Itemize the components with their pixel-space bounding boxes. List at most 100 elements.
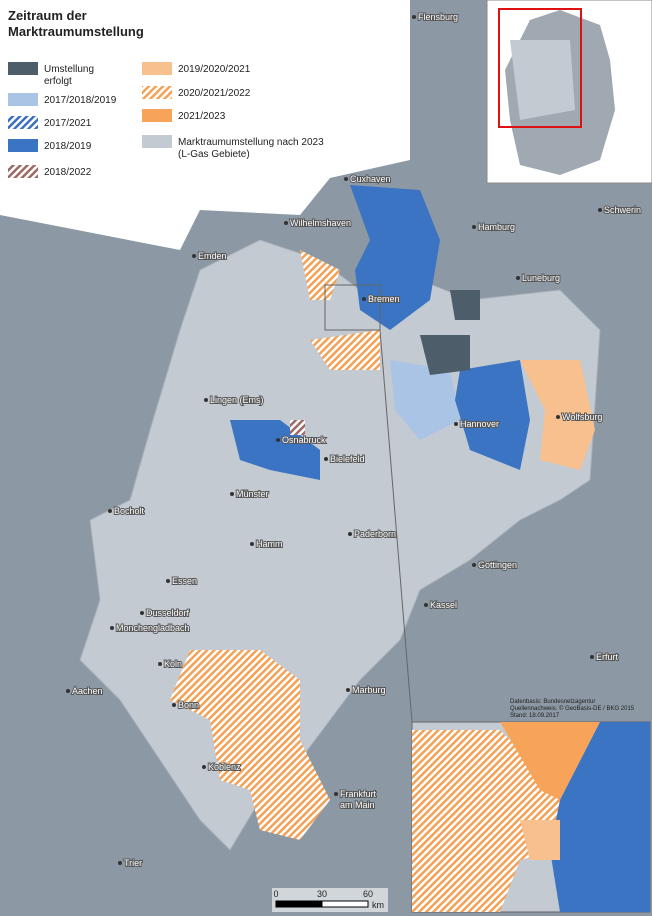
city-label: Wolfsburg (562, 412, 602, 422)
city-dot (140, 611, 144, 615)
city-dot (362, 297, 366, 301)
city-dot (202, 765, 206, 769)
city-dot (472, 225, 476, 229)
city-dot (158, 662, 162, 666)
legend-title: Zeitraum der (8, 8, 87, 23)
legend-swatch (8, 116, 38, 129)
city-label: Wilhelmshaven (290, 218, 351, 228)
legend-swatch (8, 93, 38, 106)
source-line: Stand: 18.09.2017 (510, 713, 560, 719)
city-dot (334, 792, 338, 796)
city-dot (348, 532, 352, 536)
city-dot (424, 603, 428, 607)
city-label: Bremen (368, 294, 400, 304)
city-label: Bocholt (114, 506, 145, 516)
legend-label: 2018/2019 (44, 141, 92, 152)
legend-label: (L-Gas Gebiete) (178, 149, 250, 160)
overview-inset (486, 0, 652, 184)
scale-label: 60 (363, 889, 373, 899)
city-dot (346, 688, 350, 692)
city-dot (118, 861, 122, 865)
legend-swatch (142, 62, 172, 75)
city-dot (472, 563, 476, 567)
source-line: Datenbasis: Bundesnetzagentur (510, 699, 595, 705)
scale-bg (272, 888, 388, 912)
city-labels: Flensburg Cuxhaven Wilhelmshaven Hamburg Sch… (66, 11, 642, 869)
city-label: Paderborn (354, 529, 396, 539)
city-dot (284, 221, 288, 225)
scale-segment (275, 900, 323, 908)
legend-label: Umstellung (44, 64, 94, 75)
city-dot (110, 626, 114, 630)
city-label: Lingen (Ems) (210, 395, 264, 405)
city-dot (192, 254, 196, 258)
city-dot (66, 689, 70, 693)
city-label: Monchengladbach (116, 623, 190, 633)
city-dot (250, 542, 254, 546)
city-dot (412, 15, 416, 19)
city-label: Hamburg (478, 222, 515, 232)
city-label: Luneburg (522, 273, 560, 283)
city-label: Erfurt (596, 652, 619, 662)
legend-swatch (142, 86, 172, 99)
legend-label: 2020/2021/2022 (178, 88, 251, 99)
city-label: Bonn (178, 700, 199, 710)
scale-label: 30 (317, 889, 327, 899)
city-label: Koln (164, 659, 182, 669)
legend-label: 2019/2020/2021 (178, 64, 251, 75)
legend-swatch (8, 62, 38, 75)
city-label: Münster (236, 489, 269, 499)
scale-segment (321, 900, 369, 908)
legend-swatch (142, 109, 172, 122)
city-dot (166, 579, 170, 583)
legend-label: 2021/2023 (178, 111, 226, 122)
city-dot (516, 276, 520, 280)
city-label: Schwerin (604, 205, 641, 215)
city-dot (172, 703, 176, 707)
city-label: Kassel (430, 600, 457, 610)
city-dot (556, 415, 560, 419)
scale-label: 0 (273, 889, 278, 899)
source-note: Datenbasis: BundesnetzagenturQuellennach… (510, 699, 635, 719)
city-label: Osnabruck (282, 435, 326, 445)
city-label: Trier (124, 858, 142, 868)
city-label: am Main (340, 800, 375, 810)
city-label: Gottingen (478, 560, 517, 570)
city-label: Koblenz (208, 762, 241, 772)
city-dot (454, 422, 458, 426)
city-dot (204, 398, 208, 402)
legend-swatch (8, 165, 38, 178)
city-label: Emden (198, 251, 227, 261)
legend-swatch (142, 135, 172, 148)
city-label: Dusseldorf (146, 608, 190, 618)
city-label: Marburg (352, 685, 386, 695)
city-dot (230, 492, 234, 496)
city-dot (108, 509, 112, 513)
legend-label: 2017/2018/2019 (44, 95, 117, 106)
legend-label: 2017/2021 (44, 118, 92, 129)
legend-label: 2018/2022 (44, 167, 92, 178)
city-dot (598, 208, 602, 212)
city-label: Flensburg (418, 12, 458, 22)
city-label: Bielefeld (330, 454, 365, 464)
city-label: Hamm (256, 539, 283, 549)
city-dot (324, 457, 328, 461)
legend-label: erfolgt (44, 76, 72, 87)
city-label: Cuxhaven (350, 174, 391, 184)
city-label: Aachen (72, 686, 103, 696)
city-dot (344, 177, 348, 181)
city-dot (276, 438, 280, 442)
legend-label: Marktraumumstellung nach 2023 (178, 137, 324, 148)
source-line: Quellennachweis: © GeoBasis-DE / BKG 201… (510, 705, 635, 712)
scale-unit: km (372, 900, 384, 910)
zoom-inset (411, 721, 651, 913)
legend-swatch (8, 139, 38, 152)
legend-title: Marktraumumstellung (8, 24, 144, 39)
city-label: Frankfurt (340, 789, 377, 799)
city-label: Hannover (460, 419, 499, 429)
city-dot (590, 655, 594, 659)
city-label: Essen (172, 576, 197, 586)
